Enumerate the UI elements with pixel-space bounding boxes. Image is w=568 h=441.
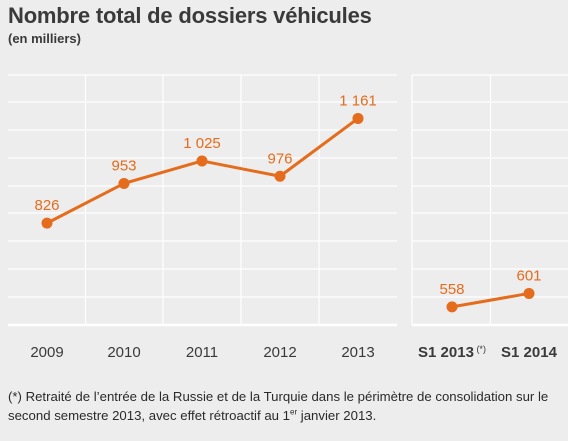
data-point-0-3: [274, 170, 286, 182]
x-tick-label-0-2: 2011: [186, 344, 218, 361]
data-point-0-0: [41, 217, 53, 229]
data-label-0-3: 976: [267, 150, 292, 167]
data-label-1-1: 601: [516, 267, 541, 284]
data-label-0-0: 826: [34, 197, 59, 214]
data-point-0-1: [118, 177, 130, 189]
x-tick-label-0-3: 2012: [263, 344, 296, 361]
data-point-1-1: [523, 287, 535, 299]
footnote-text-2: janvier 2013.: [297, 408, 377, 423]
x-tick-marker-1-0: (*): [474, 344, 486, 354]
x-tick-label-1-0: S1 2013 (*): [418, 344, 486, 361]
data-label-0-1: 953: [111, 157, 136, 174]
data-point-0-4: [352, 112, 364, 124]
series-line-1: [451, 291, 530, 309]
x-tick-label-0-0: 2009: [30, 344, 63, 361]
data-label-0-4: 1 161: [339, 92, 377, 109]
x-tick-label-0-4: 2013: [341, 344, 374, 361]
x-tick-label-1-1: S1 2014: [501, 344, 558, 361]
chart-subtitle: (en milliers): [8, 31, 81, 46]
footnote-text-1: (*) Retraité de l’entrée de la Russie et…: [8, 389, 549, 423]
data-label-1-0: 558: [439, 281, 464, 298]
chart-title: Nombre total de dossiers véhicules: [8, 3, 372, 28]
data-point-0-2: [196, 155, 208, 167]
footnote: (*) Retraité de l’entrée de la Russie et…: [8, 387, 564, 425]
data-label-0-2: 1 025: [183, 135, 221, 152]
x-tick-label-0-1: 2010: [107, 344, 140, 361]
data-point-1-0: [446, 301, 458, 313]
footnote-superscript: er: [290, 407, 298, 417]
